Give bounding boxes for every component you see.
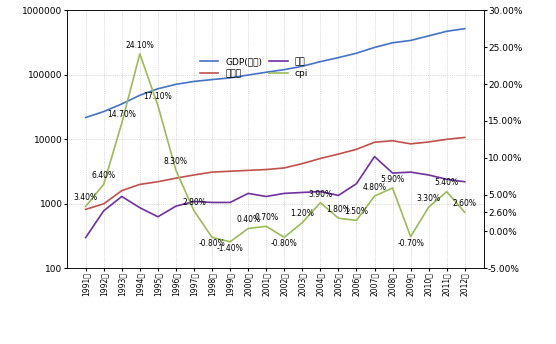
Text: 3.90%: 3.90% (308, 190, 332, 198)
Text: 24.10%: 24.10% (126, 41, 154, 50)
Legend: GDP(亿元), 房地产, 股市, cpi: GDP(亿元), 房地产, 股市, cpi (196, 54, 312, 82)
Text: 1.80%: 1.80% (326, 205, 350, 214)
Text: -0.70%: -0.70% (397, 239, 424, 248)
Text: 3.40%: 3.40% (73, 193, 98, 202)
Text: 1.20%: 1.20% (290, 209, 314, 218)
Text: 6.40%: 6.40% (92, 171, 116, 180)
Text: 1.50%: 1.50% (345, 207, 369, 216)
Text: 5.40%: 5.40% (435, 179, 459, 187)
Text: -0.80%: -0.80% (271, 239, 297, 248)
Text: 17.10%: 17.10% (143, 92, 172, 101)
Text: 5.90%: 5.90% (380, 175, 405, 184)
Text: 2.80%: 2.80% (182, 198, 206, 207)
Text: 8.30%: 8.30% (164, 157, 188, 166)
Text: 2.60%: 2.60% (453, 199, 476, 208)
Text: -0.80%: -0.80% (198, 239, 225, 248)
Text: 3.30%: 3.30% (416, 194, 441, 203)
Text: 14.70%: 14.70% (107, 110, 136, 119)
Text: 4.80%: 4.80% (363, 183, 386, 192)
Text: 0.70%: 0.70% (254, 213, 278, 222)
Text: 0.40%: 0.40% (236, 215, 260, 224)
Text: -1.40%: -1.40% (217, 244, 244, 253)
